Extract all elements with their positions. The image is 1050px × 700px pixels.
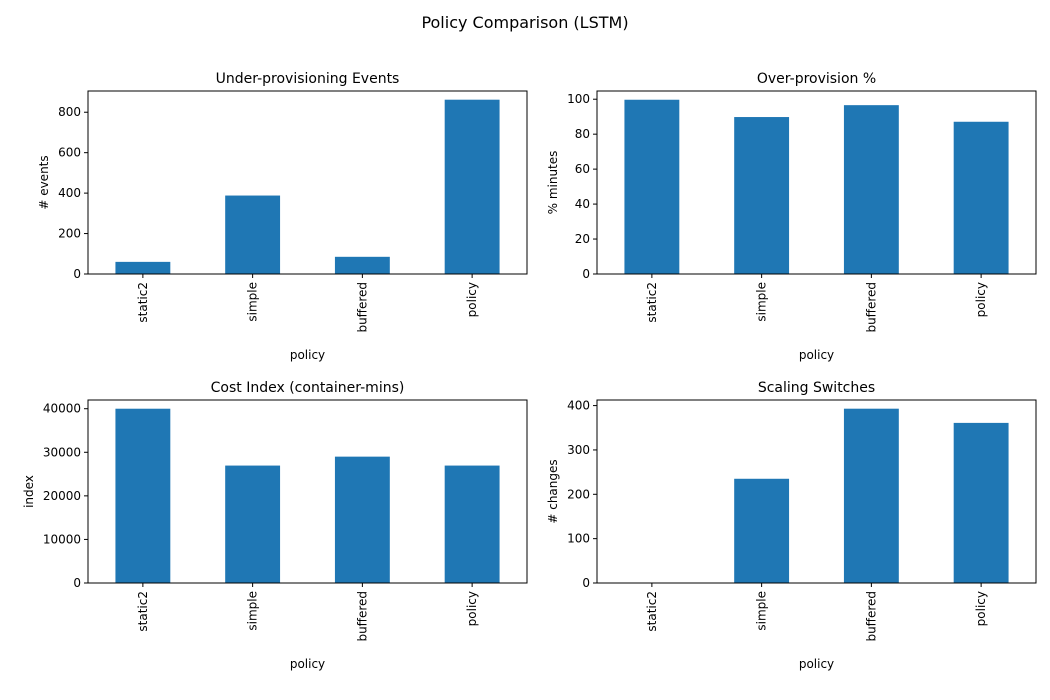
x-tick-label: simple bbox=[246, 591, 260, 631]
x-axis-label: policy bbox=[799, 657, 834, 671]
axes-frame bbox=[596, 90, 1037, 275]
bar bbox=[334, 456, 390, 583]
x-tick-label: policy bbox=[465, 282, 479, 317]
x-tick-label: static2 bbox=[645, 282, 659, 323]
y-tick-label: 40000 bbox=[43, 402, 81, 416]
x-tick-label: buffered bbox=[864, 282, 878, 333]
x-tick-label: policy bbox=[974, 282, 988, 317]
y-tick-label: 40 bbox=[575, 197, 590, 211]
y-tick-label: 400 bbox=[567, 399, 590, 413]
y-tick-label: 200 bbox=[58, 227, 81, 241]
x-tick-label: buffered bbox=[355, 282, 369, 333]
y-tick-label: 200 bbox=[567, 487, 590, 501]
y-tick-label: 100 bbox=[567, 532, 590, 546]
x-tick-label: buffered bbox=[355, 591, 369, 642]
subplot-title: Scaling Switches bbox=[758, 380, 875, 396]
x-tick-label: static2 bbox=[136, 282, 150, 323]
bar bbox=[734, 478, 790, 583]
bar bbox=[843, 105, 899, 274]
x-tick-label: policy bbox=[974, 591, 988, 626]
axes-frame bbox=[87, 90, 528, 275]
y-tick-label: 100 bbox=[567, 92, 590, 106]
x-tick-label: policy bbox=[465, 591, 479, 626]
subplot-title: Under-provisioning Events bbox=[216, 71, 400, 87]
y-axis-label: # changes bbox=[546, 459, 560, 523]
subplot-title: Over-provision % bbox=[757, 71, 876, 87]
subplot-title: Cost Index (container-mins) bbox=[211, 380, 405, 396]
bar bbox=[225, 195, 281, 274]
y-tick-label: 600 bbox=[58, 146, 81, 160]
x-tick-label: simple bbox=[755, 282, 769, 322]
x-axis-label: policy bbox=[290, 348, 325, 362]
y-tick-label: 0 bbox=[582, 576, 590, 590]
y-tick-label: 400 bbox=[58, 186, 81, 200]
y-tick-label: 60 bbox=[575, 162, 590, 176]
bar bbox=[444, 99, 500, 274]
bar bbox=[115, 408, 171, 583]
bar bbox=[225, 465, 281, 583]
subplot-2: 0 20 40 60 80 100 static2 simple buffered policy O… bbox=[546, 71, 1037, 362]
subplot-1: 0 200 400 600 800 static2 simple buffered policy… bbox=[37, 71, 528, 362]
y-tick-label: 80 bbox=[575, 127, 590, 141]
bar bbox=[444, 465, 500, 583]
axes-frame bbox=[596, 399, 1037, 584]
axes-frame bbox=[87, 399, 528, 584]
x-tick-label: static2 bbox=[645, 591, 659, 632]
y-tick-label: 0 bbox=[582, 267, 590, 281]
y-axis-label: % minutes bbox=[546, 151, 560, 215]
y-tick-label: 20000 bbox=[43, 489, 81, 503]
y-axis-label: index bbox=[22, 475, 36, 508]
bar bbox=[334, 256, 390, 274]
y-tick-label: 20 bbox=[575, 232, 590, 246]
y-tick-label: 0 bbox=[73, 576, 81, 590]
bar bbox=[953, 121, 1009, 274]
x-axis-label: policy bbox=[290, 657, 325, 671]
x-tick-label: simple bbox=[755, 591, 769, 631]
y-tick-label: 30000 bbox=[43, 445, 81, 459]
y-tick-label: 300 bbox=[567, 443, 590, 457]
subplot-3: 0 10000 20000 30000 40000 static2 simple buffer… bbox=[22, 380, 528, 671]
y-axis-label: # events bbox=[37, 155, 51, 209]
x-axis-label: policy bbox=[799, 348, 834, 362]
bar bbox=[115, 261, 171, 274]
figure-title: Policy Comparison (LSTM) bbox=[421, 13, 628, 32]
bar bbox=[953, 422, 1009, 583]
bar bbox=[624, 99, 680, 274]
subplot-4: 0 100 200 300 400 static2 simple buffered policy… bbox=[546, 380, 1037, 671]
y-tick-label: 0 bbox=[73, 267, 81, 281]
x-tick-label: static2 bbox=[136, 591, 150, 632]
bar bbox=[734, 117, 790, 275]
bar bbox=[843, 408, 899, 583]
x-tick-label: simple bbox=[246, 282, 260, 322]
y-tick-label: 10000 bbox=[43, 532, 81, 546]
y-tick-label: 800 bbox=[58, 105, 81, 119]
x-tick-label: buffered bbox=[864, 591, 878, 642]
